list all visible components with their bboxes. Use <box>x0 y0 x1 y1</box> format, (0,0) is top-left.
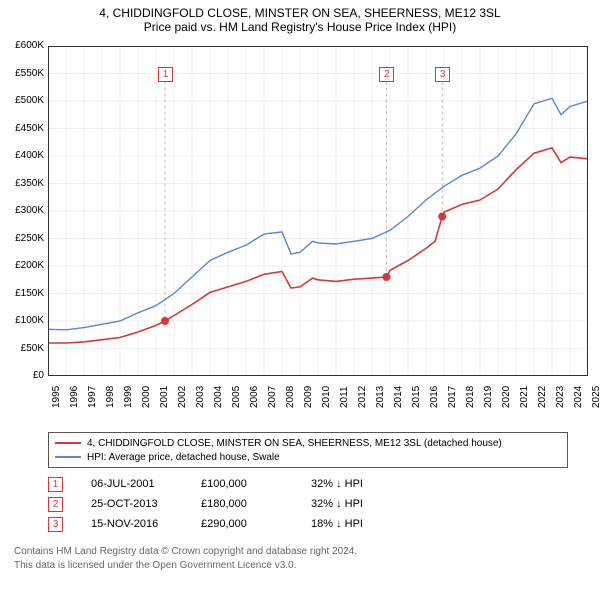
chart-legend: 4, CHIDDINGFOLD CLOSE, MINSTER ON SEA, S… <box>48 432 568 468</box>
legend-label: 4, CHIDDINGFOLD CLOSE, MINSTER ON SEA, S… <box>87 438 502 449</box>
event-row: 2 25-OCT-2013 £180,000 32% ↓ HPI <box>48 494 568 514</box>
event-row: 3 15-NOV-2016 £290,000 18% ↓ HPI <box>48 514 568 534</box>
x-tick-label: 2001 <box>159 386 170 408</box>
y-tick-label: £550K <box>0 68 44 79</box>
x-tick-label: 2014 <box>393 386 404 408</box>
y-tick-label: £0 <box>0 370 44 381</box>
chart-marker-box: 3 <box>435 67 450 82</box>
chart-title-line1: 4, CHIDDINGFOLD CLOSE, MINSTER ON SEA, S… <box>0 6 600 20</box>
x-tick-label: 2017 <box>447 386 458 408</box>
legend-swatch <box>55 456 81 458</box>
x-tick-label: 2023 <box>555 386 566 408</box>
x-tick-label: 2003 <box>195 386 206 408</box>
x-tick-label: 1999 <box>123 386 134 408</box>
x-tick-label: 2011 <box>339 386 350 408</box>
x-tick-label: 2024 <box>573 386 584 408</box>
x-tick-label: 2025 <box>591 386 600 408</box>
event-table: 1 06-JUL-2001 £100,000 32% ↓ HPI 2 25-OC… <box>48 474 568 534</box>
event-price: £290,000 <box>201 518 311 530</box>
event-date: 15-NOV-2016 <box>91 518 201 530</box>
x-tick-label: 2009 <box>303 386 314 408</box>
chart-marker-box: 1 <box>158 67 173 82</box>
x-tick-label: 2007 <box>267 386 278 408</box>
x-tick-label: 2012 <box>357 386 368 408</box>
y-tick-label: £150K <box>0 288 44 299</box>
x-tick-label: 2002 <box>177 386 188 408</box>
legend-swatch <box>55 442 81 444</box>
x-tick-label: 2006 <box>249 386 260 408</box>
x-tick-label: 1998 <box>105 386 116 408</box>
y-tick-label: £50K <box>0 343 44 354</box>
x-tick-label: 2019 <box>483 386 494 408</box>
event-date: 06-JUL-2001 <box>91 478 201 490</box>
footer-attribution: Contains HM Land Registry data © Crown c… <box>14 545 586 572</box>
y-tick-label: £500K <box>0 95 44 106</box>
event-date: 25-OCT-2013 <box>91 498 201 510</box>
legend-item: 4, CHIDDINGFOLD CLOSE, MINSTER ON SEA, S… <box>55 436 561 450</box>
x-tick-label: 2004 <box>213 386 224 408</box>
x-tick-label: 2021 <box>519 386 530 408</box>
chart-title-block: 4, CHIDDINGFOLD CLOSE, MINSTER ON SEA, S… <box>0 6 600 34</box>
x-tick-label: 1996 <box>69 386 80 408</box>
event-delta: 18% ↓ HPI <box>311 518 431 530</box>
event-delta: 32% ↓ HPI <box>311 478 431 490</box>
x-tick-label: 2022 <box>537 386 548 408</box>
event-price: £180,000 <box>201 498 311 510</box>
event-marker-box: 3 <box>48 517 63 532</box>
x-tick-label: 2015 <box>411 386 422 408</box>
y-tick-label: £450K <box>0 123 44 134</box>
x-tick-label: 2020 <box>501 386 512 408</box>
event-price: £100,000 <box>201 478 311 490</box>
chart-container: 4, CHIDDINGFOLD CLOSE, MINSTER ON SEA, S… <box>0 0 600 430</box>
y-tick-label: £600K <box>0 40 44 51</box>
chart-title-line2: Price paid vs. HM Land Registry's House … <box>0 20 600 34</box>
x-tick-label: 1997 <box>87 386 98 408</box>
chart-marker-box: 2 <box>379 67 394 82</box>
event-delta: 32% ↓ HPI <box>311 498 431 510</box>
x-tick-label: 2018 <box>465 386 476 408</box>
legend-label: HPI: Average price, detached house, Swal… <box>87 452 280 463</box>
x-tick-label: 2008 <box>285 386 296 408</box>
event-row: 1 06-JUL-2001 £100,000 32% ↓ HPI <box>48 474 568 494</box>
y-tick-label: £200K <box>0 260 44 271</box>
y-tick-label: £400K <box>0 150 44 161</box>
x-tick-label: 2000 <box>141 386 152 408</box>
legend-item: HPI: Average price, detached house, Swal… <box>55 450 561 464</box>
x-tick-label: 2016 <box>429 386 440 408</box>
event-marker-box: 2 <box>48 497 63 512</box>
y-tick-label: £250K <box>0 233 44 244</box>
chart-plot <box>48 46 588 376</box>
x-tick-label: 2005 <box>231 386 242 408</box>
footer-line2: This data is licensed under the Open Gov… <box>14 559 586 573</box>
footer-line1: Contains HM Land Registry data © Crown c… <box>14 545 586 559</box>
x-tick-label: 2013 <box>375 386 386 408</box>
y-tick-label: £350K <box>0 178 44 189</box>
y-tick-label: £300K <box>0 205 44 216</box>
event-marker-box: 1 <box>48 477 63 492</box>
y-tick-label: £100K <box>0 315 44 326</box>
x-tick-label: 1995 <box>51 386 62 408</box>
x-tick-label: 2010 <box>321 386 332 408</box>
